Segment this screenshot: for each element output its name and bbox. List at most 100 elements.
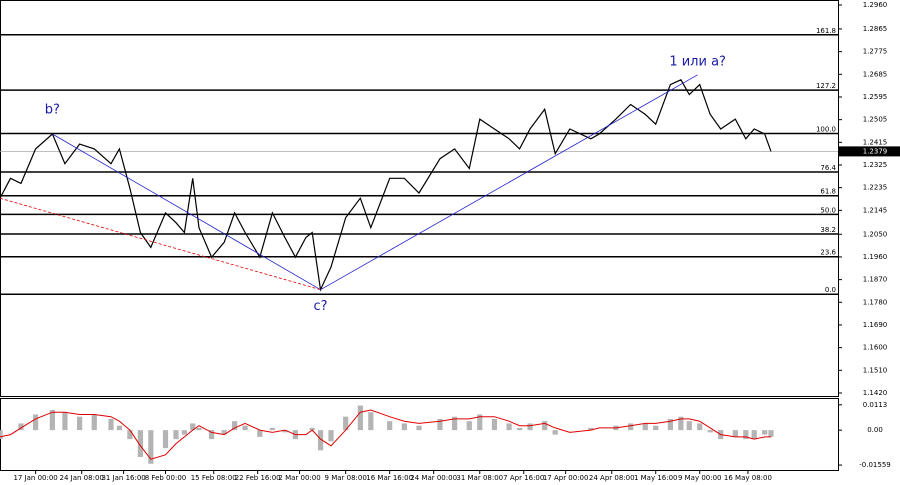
oscillator-bar <box>491 418 498 431</box>
oscillator-bar <box>162 430 169 449</box>
oscillator-bar <box>452 416 458 431</box>
oscillator-bar <box>527 423 533 431</box>
oscillator-bar <box>269 427 275 431</box>
oscillator-bar <box>762 430 768 435</box>
fib-label: 100.0 <box>816 126 836 134</box>
y-tick-label: 1.2775 <box>863 48 888 56</box>
x-tick-label: 17 Apr 00:00 <box>543 474 589 482</box>
fib-label: 76.4 <box>820 164 836 172</box>
oscillator-bar <box>328 430 334 442</box>
y-tick-label: 1.2595 <box>863 93 888 101</box>
wave-label: 1 или а? <box>669 54 726 69</box>
oscillator-bar <box>437 418 443 431</box>
oscillator-bar <box>653 425 659 431</box>
x-tick-label: 16 May 08:00 <box>724 474 772 482</box>
y-tick-label: 1.2505 <box>863 116 888 124</box>
oscillator-bar <box>309 427 315 431</box>
oscillator-bar <box>416 425 422 431</box>
y-tick-label: 1.1690 <box>863 321 888 329</box>
oscillator-bar <box>257 430 263 437</box>
y-tick-label: 1.2865 <box>863 25 888 33</box>
x-tick-label: 31 Mar 08:00 <box>456 474 503 482</box>
x-tick-label: 24 Jan 08:00 <box>60 474 104 482</box>
oscillator-bar <box>387 421 393 431</box>
last-price-box <box>839 146 900 157</box>
fib-label: 23.6 <box>820 249 836 257</box>
oscillator-bar <box>91 414 97 431</box>
fib-label: 61.8 <box>820 188 836 196</box>
price-line <box>0 79 772 292</box>
x-tick-label: 16 Mar 16:00 <box>366 474 413 482</box>
wave-label: c? <box>314 299 328 314</box>
oscillator-bar <box>181 430 187 435</box>
fib-label: 127.2 <box>816 82 836 90</box>
wave-line <box>52 74 698 291</box>
fib-label: 38.2 <box>820 226 836 234</box>
oscillator-bar <box>62 412 68 431</box>
oscillator-bar <box>221 430 227 435</box>
oscillator-bar <box>588 427 594 431</box>
oscillator-bar <box>697 423 703 431</box>
oscillator-bar <box>732 430 738 437</box>
oscillator-bar <box>642 423 648 431</box>
y-tick-label: 1.1600 <box>863 344 888 352</box>
oscillator-bar <box>18 423 24 431</box>
y-tick-label: 1.2145 <box>863 206 888 214</box>
oscillator-bar <box>516 427 523 431</box>
x-tick-label: 7 Apr 16:00 <box>503 474 544 482</box>
x-tick-label: 31 Jan 16:00 <box>101 474 145 482</box>
x-tick-label: 24 Mar 00:00 <box>410 474 457 482</box>
signal-line <box>0 409 771 460</box>
oscillator-bar <box>116 425 123 431</box>
x-tick-label: 8 Feb 00:00 <box>145 474 186 482</box>
y-tick-label: 1.1870 <box>863 276 888 284</box>
y-tick-label: 1.2325 <box>863 161 888 169</box>
y-tick-label: 0.0113 <box>863 401 888 409</box>
trend-line <box>0 197 321 291</box>
oscillator-bar <box>743 430 749 440</box>
oscillator-bar <box>552 430 558 435</box>
oscillator-panel <box>0 398 839 471</box>
oscillator-bar <box>506 423 512 431</box>
oscillator-bar <box>137 430 143 458</box>
oscillator-bar <box>368 412 374 431</box>
oscillator-bar <box>232 421 238 431</box>
oscillator-bar <box>466 421 472 431</box>
fib-label: 161.8 <box>816 27 836 35</box>
oscillator-bar <box>686 421 692 431</box>
y-tick-label: 1.2960 <box>863 1 888 9</box>
oscillator-bar <box>678 416 684 431</box>
oscillator-bar <box>173 430 179 440</box>
y-tick-label: 1.1420 <box>863 389 888 397</box>
oscillator-bar <box>627 423 634 431</box>
oscillator-bar <box>401 423 407 431</box>
oscillator-bar <box>77 416 83 431</box>
oscillator-bar <box>317 430 324 451</box>
oscillator-bar <box>357 405 363 431</box>
oscillator-bar <box>542 421 548 431</box>
x-tick-label: 9 Mar 08:00 <box>325 474 367 482</box>
x-tick-label: 17 Jan 00:00 <box>13 474 57 482</box>
y-tick-label: 1.2415 <box>863 138 888 146</box>
y-tick-label: 1.2685 <box>863 70 888 78</box>
x-tick-label: 15 Feb 08:00 <box>191 474 237 482</box>
oscillator-bar <box>343 416 349 431</box>
oscillator-bar <box>751 430 757 440</box>
fib-label: 50.0 <box>820 206 836 214</box>
x-tick-label: 2 Mar 00:00 <box>278 474 320 482</box>
oscillator-bar <box>242 425 248 431</box>
oscillator-bar <box>127 430 133 440</box>
x-tick-label: 1 May 16:00 <box>634 474 678 482</box>
oscillator-bar <box>33 414 39 431</box>
oscillator-bar <box>707 430 713 433</box>
oscillator-bar <box>768 430 774 437</box>
y-tick-label: 1.2050 <box>863 230 888 238</box>
oscillator-bar <box>667 418 673 431</box>
oscillator-bar <box>0 430 3 440</box>
oscillator-bar <box>282 430 288 433</box>
y-tick-label: -0.01559 <box>859 461 890 469</box>
x-tick-label: 22 Feb 16:00 <box>235 474 281 482</box>
oscillator-bar <box>49 409 55 431</box>
oscillator-bar <box>108 418 114 431</box>
